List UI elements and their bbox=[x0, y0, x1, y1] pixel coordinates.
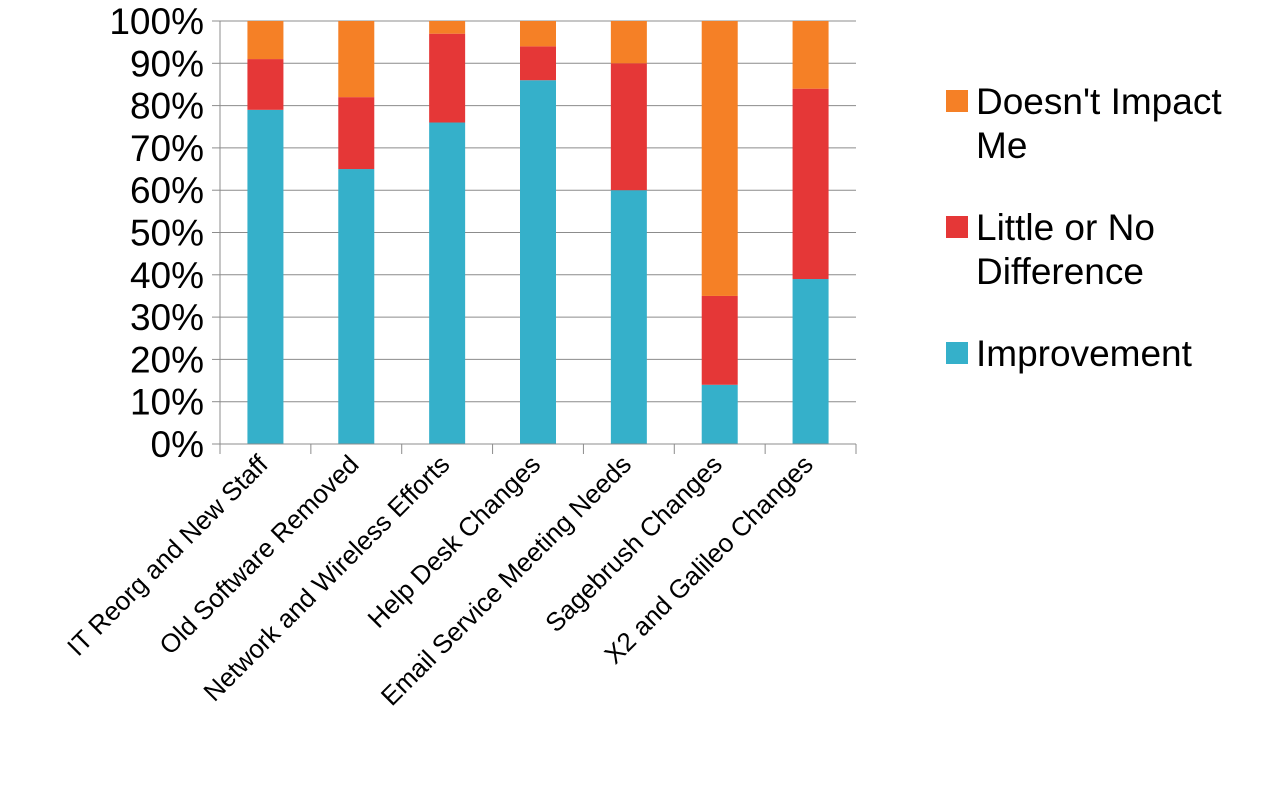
x-tick-label: Help Desk Changes bbox=[362, 449, 547, 634]
bar-segment bbox=[429, 21, 465, 34]
bar-segment bbox=[793, 89, 829, 279]
bar-segment bbox=[793, 21, 829, 89]
bar-segment bbox=[338, 21, 374, 97]
y-tick-label: 90% bbox=[130, 43, 204, 84]
y-tick-label: 10% bbox=[130, 382, 204, 423]
bar-segment bbox=[338, 169, 374, 444]
y-tick-label: 0% bbox=[151, 424, 204, 465]
bar-segment bbox=[702, 385, 738, 444]
y-tick-labels: 0%10%20%30%40%50%60%70%80%90%100% bbox=[109, 1, 204, 465]
bar-segment bbox=[520, 80, 556, 444]
legend-label: Me bbox=[976, 125, 1027, 166]
y-tick-label: 80% bbox=[130, 86, 204, 127]
x-tick-label: Sagebrush Changes bbox=[539, 449, 728, 638]
legend-swatch bbox=[946, 342, 968, 364]
bar-segment bbox=[611, 190, 647, 444]
legend-label: Doesn't Impact bbox=[976, 81, 1222, 122]
bar-segment bbox=[247, 59, 283, 110]
bar-segment bbox=[429, 34, 465, 123]
y-tick-label: 60% bbox=[130, 170, 204, 211]
bar-segment bbox=[793, 279, 829, 444]
bar-segment bbox=[702, 21, 738, 296]
y-tick-label: 100% bbox=[109, 1, 204, 42]
bar-segment bbox=[611, 63, 647, 190]
bar-segment bbox=[247, 110, 283, 444]
legend-label: Difference bbox=[976, 251, 1144, 292]
bar-segment bbox=[338, 97, 374, 169]
y-tick-label: 40% bbox=[130, 255, 204, 296]
bar-segment bbox=[247, 21, 283, 59]
bar-segment bbox=[520, 46, 556, 80]
y-tick-label: 30% bbox=[130, 297, 204, 338]
bar-segment bbox=[702, 296, 738, 385]
y-tick-label: 70% bbox=[130, 128, 204, 169]
legend-swatch bbox=[946, 90, 968, 112]
bar-segment bbox=[520, 21, 556, 46]
legend-label: Improvement bbox=[976, 333, 1193, 374]
bar-segment bbox=[429, 123, 465, 444]
bar-segment bbox=[611, 21, 647, 63]
y-tick-label: 20% bbox=[130, 339, 204, 380]
y-tick-label: 50% bbox=[130, 213, 204, 254]
legend-swatch bbox=[946, 216, 968, 238]
legend-label: Little or No bbox=[976, 207, 1155, 248]
